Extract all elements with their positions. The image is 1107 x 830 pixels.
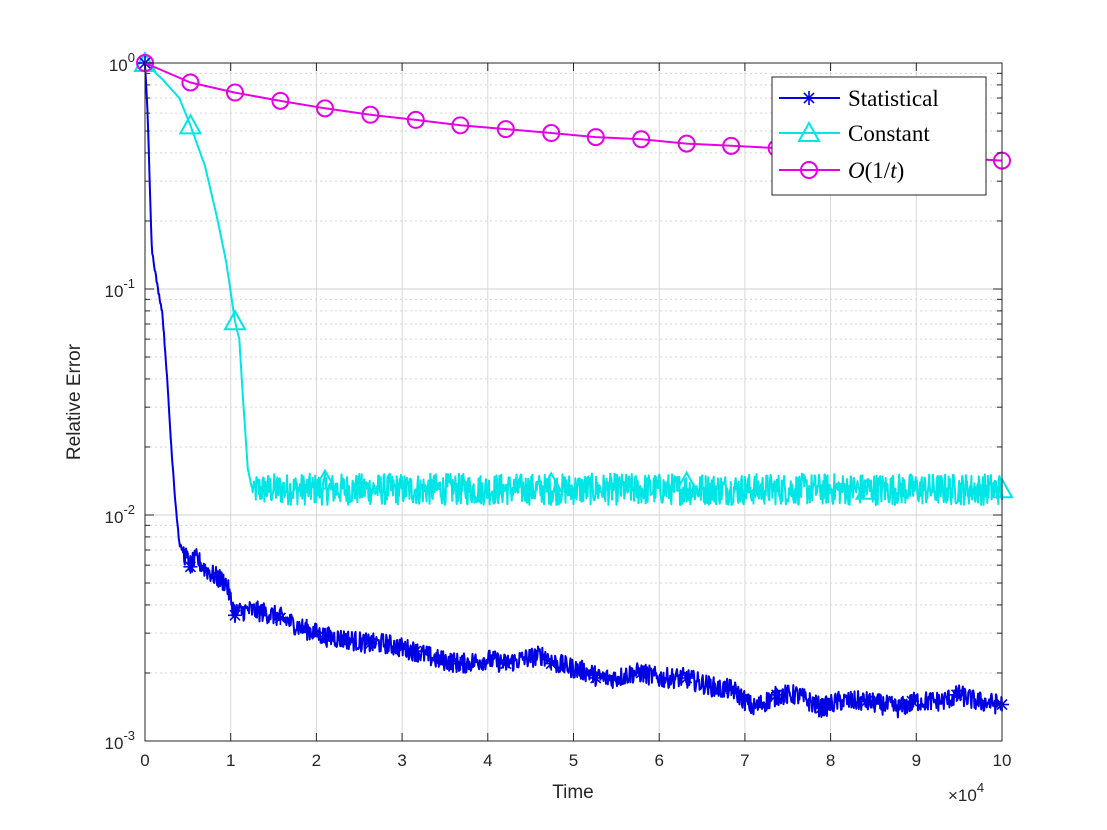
data-point-o-1-t	[181, 73, 200, 92]
legend-entry-statistical: Statistical	[779, 86, 939, 111]
x-exponent-base: ×10	[948, 786, 977, 805]
legend-label-o-1-t: O(1/t)	[848, 158, 904, 183]
data-point-constant	[539, 471, 563, 493]
legend-label-o-1-t-part-3: t	[890, 158, 897, 183]
data-point-statistical	[363, 636, 378, 651]
data-point-statistical	[498, 656, 513, 671]
data-point-o-1-t	[451, 116, 470, 135]
data-point-statistical	[679, 671, 694, 686]
x-axis-label: Time	[552, 782, 594, 803]
y-tick-base: 10	[105, 282, 124, 301]
legend-marker-shape	[802, 91, 816, 105]
asterisk-marker-icon	[802, 91, 816, 105]
y-tick-base: 10	[109, 56, 128, 75]
data-point-statistical	[317, 629, 332, 644]
data-point-o-1-t	[586, 128, 605, 147]
data-point-o-1-t	[632, 130, 651, 149]
legend-label-o-1-t-part-2: (1/	[865, 158, 891, 183]
triangle-marker-icon	[797, 120, 821, 142]
x-tick-label: 5	[569, 751, 578, 770]
data-point-statistical	[273, 611, 288, 626]
y-tick-exponent: -1	[123, 276, 135, 291]
data-point-constant	[674, 470, 699, 492]
x-tick-label: 3	[397, 751, 406, 770]
x-tick-label: 4	[483, 751, 492, 770]
x-tick-label: 10	[993, 751, 1012, 770]
y-tick-exponent: -3	[123, 728, 135, 743]
x-tick-label: 7	[740, 751, 749, 770]
series-line-constant	[144, 62, 1003, 506]
legend-label-o-1-t-part-1: O	[848, 158, 865, 183]
data-point-statistical	[905, 694, 920, 709]
data-point-o-1-t	[496, 120, 515, 139]
x-exponent-label: ×104	[948, 780, 984, 805]
y-tick-exponent: -2	[123, 502, 135, 517]
legend-label-statistical: Statistical	[848, 86, 939, 111]
data-point-constant	[178, 113, 203, 135]
data-point-statistical	[588, 671, 603, 686]
data-point-statistical	[769, 687, 784, 702]
y-tick-label: 10-1	[105, 276, 135, 301]
data-point-o-1-t	[271, 91, 290, 110]
x-tick-label: 2	[312, 751, 321, 770]
legend-marker-shape	[800, 161, 818, 179]
data-point-statistical	[544, 656, 559, 671]
data-point-statistical	[814, 700, 829, 715]
data-point-o-1-t	[722, 136, 741, 155]
x-tick-label: 8	[826, 751, 835, 770]
data-point-statistical	[724, 681, 739, 696]
data-point-statistical	[859, 694, 874, 709]
y-tick-base: 10	[105, 734, 124, 753]
data-point-constant	[223, 309, 247, 331]
y-tick-label: 100	[109, 50, 135, 75]
legend: Statistical Constant O(1/t)	[771, 76, 987, 196]
y-tick-exponent: 0	[128, 50, 135, 65]
legend-entry-o-1-t: O(1/t)	[779, 158, 904, 183]
data-point-o-1-t	[315, 99, 334, 118]
y-axis-label: Relative Error	[64, 343, 85, 460]
series-constant	[133, 50, 1014, 506]
data-point-o-1-t	[677, 134, 696, 153]
data-point-o-1-t	[361, 105, 380, 124]
data-point-o-1-t	[225, 83, 244, 102]
data-point-statistical	[183, 559, 198, 574]
data-point-statistical	[227, 608, 242, 623]
data-point-statistical	[949, 687, 964, 702]
x-tick-label: 1	[226, 751, 235, 770]
x-tick-label: 0	[140, 751, 149, 770]
legend-entry-constant: Constant	[779, 120, 930, 146]
y-tick-label: 10-2	[105, 502, 135, 527]
legend-label-constant: Constant	[848, 121, 930, 146]
x-tick-label: 6	[654, 751, 663, 770]
data-point-statistical	[408, 644, 423, 659]
series-layer	[133, 50, 1014, 719]
data-point-o-1-t	[542, 124, 561, 143]
data-point-statistical	[634, 665, 649, 680]
x-exponent-power: 4	[977, 780, 984, 795]
data-point-o-1-t	[406, 110, 425, 129]
y-tick-label: 10-3	[105, 728, 135, 753]
data-point-statistical	[453, 656, 468, 671]
data-point-constant	[854, 478, 879, 500]
circle-marker-icon	[800, 161, 818, 179]
data-point-constant	[313, 468, 337, 490]
series-line-statistical	[144, 64, 1003, 719]
y-tick-base: 10	[105, 508, 124, 527]
legend-marker-shape	[797, 120, 821, 142]
x-tick-label: 9	[912, 751, 921, 770]
legend-label-o-1-t-part-4: )	[897, 158, 905, 183]
